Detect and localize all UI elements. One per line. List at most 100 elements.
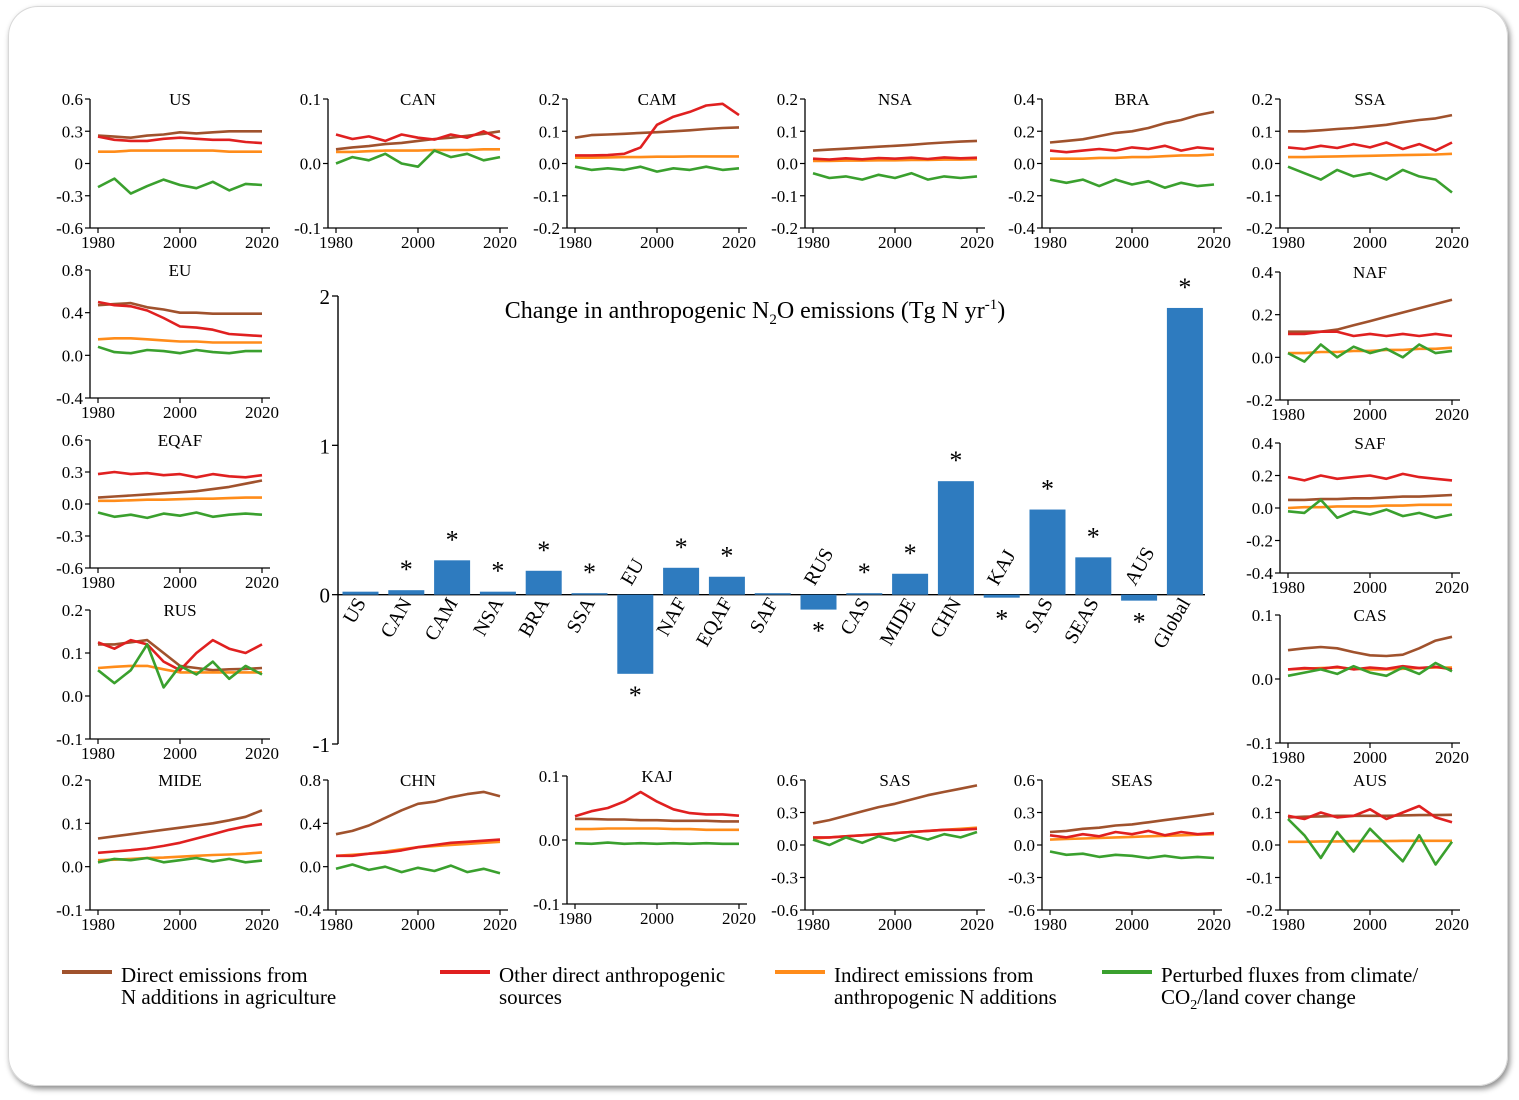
panel-nsa-xtick-label: 2020 [960, 233, 994, 252]
category-label-naf: NAF [652, 594, 691, 640]
panel-saf-xtick-label: 2000 [1353, 578, 1387, 597]
panel-sas-xtick-label: 2000 [878, 915, 912, 934]
panel-rus-ytick-label: 0.0 [62, 687, 83, 706]
panel-can-line-indirect [336, 148, 500, 154]
panel-aus-xtick-label: 1980 [1271, 915, 1305, 934]
panel-bra-ytick-label: 0.4 [1014, 90, 1036, 109]
significance-marker-global: * [1178, 273, 1191, 302]
panel-kaj-line-perturbed [574, 841, 739, 846]
panel-naf-title: NAF [1353, 263, 1387, 282]
panel-cam-title: CAM [638, 90, 677, 109]
panel-mide-ytick-label: 0.2 [62, 771, 83, 790]
panel-aus-ytick-label: 0.1 [1252, 804, 1273, 823]
significance-marker-sas: * [1041, 475, 1054, 504]
panel-aus-ytick-label: -0.1 [1246, 869, 1273, 888]
panel-naf-line-perturbed [1287, 343, 1453, 363]
legend: Direct emissions from N additions in agr… [62, 963, 1418, 1013]
panel-rus-line-indirect [97, 664, 262, 674]
panel-nsa-ytick-label: -0.1 [771, 187, 798, 206]
panel-mide-xtick-label: 1980 [81, 915, 115, 934]
panel-eqaf-line-direct-agri [97, 479, 263, 499]
panel-nsa-xtick-label: 2000 [878, 233, 912, 252]
panel-saf-ytick-label: -0.4 [1246, 564, 1273, 583]
panel-can-xtick-label: 2000 [401, 233, 435, 252]
legend-label-indirect-1: Indirect emissions from [834, 963, 1033, 987]
panel-saf-line-indirect [1287, 503, 1452, 510]
panel-kaj-xtick-label: 2020 [722, 909, 756, 928]
panel-rus-ytick-label: 0.1 [62, 644, 83, 663]
panel-saf-ytick-label: 0.2 [1252, 467, 1273, 486]
panel-bra-line-indirect [1050, 153, 1215, 160]
panel-cas-title: CAS [1353, 606, 1386, 625]
bar-global [1166, 307, 1203, 595]
panel-bra-xtick-label: 1980 [1033, 233, 1067, 252]
panel-eu-title: EU [169, 261, 192, 280]
panel-mide-line-direct-agri [97, 809, 263, 840]
significance-marker-eqaf: * [720, 542, 733, 571]
panel-rus-ytick-label: -0.1 [56, 730, 83, 749]
main-ytick-label: -1 [313, 733, 331, 757]
panel-eu-ytick-label: -0.4 [56, 389, 83, 408]
legend-label-other-direct-1: Other direct anthropogenic [499, 963, 725, 987]
panel-seas-ytick-label: 0.0 [1014, 836, 1035, 855]
panel-us-xtick-label: 1980 [81, 233, 115, 252]
category-label-global: Global [1149, 594, 1195, 653]
panel-naf-ytick-label: 0.4 [1252, 263, 1274, 282]
panel-us-title: US [169, 90, 191, 109]
panel-cam-line-indirect [575, 155, 739, 159]
panel-bra-ytick-label: -0.4 [1008, 219, 1035, 238]
panel-mide-ytick-label: -0.1 [56, 901, 83, 920]
panel-eqaf-ytick-label: -0.3 [56, 527, 83, 546]
panel-aus-ytick-label: -0.2 [1246, 901, 1273, 920]
panel-eqaf-xtick-label: 2020 [245, 573, 279, 592]
panel-sas-ytick-label: -0.6 [771, 901, 798, 920]
bar-kaj [983, 594, 1020, 598]
significance-marker-naf: * [675, 533, 688, 562]
panel-sas-title: SAS [879, 771, 910, 790]
panel-chn-line-other-direct [336, 838, 501, 858]
panel-sas-ytick-label: -0.3 [771, 869, 798, 888]
bar-bra [525, 570, 562, 595]
panel-nsa-line-direct-agri [812, 139, 978, 152]
panel-saf-ytick-label: 0.0 [1252, 499, 1273, 518]
panel-aus-ytick-label: 0.2 [1252, 771, 1273, 790]
panel-eqaf-xtick-label: 1980 [81, 573, 115, 592]
panel-mide-xtick-label: 2000 [163, 915, 197, 934]
category-label-bra: BRA [514, 594, 554, 641]
significance-marker-chn: * [949, 446, 962, 475]
panel-can-line-perturbed [335, 149, 501, 168]
title-subscript: 2 [769, 312, 777, 328]
panel-ssa-line-direct-agri [1288, 113, 1453, 133]
panel-nsa-line-indirect [813, 158, 978, 163]
panel-eu-line-other-direct [97, 300, 263, 338]
significance-marker-kaj: * [995, 605, 1008, 634]
bar-cam [434, 560, 471, 595]
panel-cam-line-direct-agri [574, 126, 740, 139]
significance-marker-nsa: * [491, 557, 504, 586]
panel-cas-ytick-label: 0.0 [1252, 670, 1273, 689]
panel-saf-title: SAF [1354, 434, 1385, 453]
panel-naf-ytick-label: 0.2 [1252, 306, 1273, 325]
panel-can-ytick-label: -0.1 [294, 219, 321, 238]
panel-us-ytick-label: 0.6 [62, 90, 83, 109]
panel-ssa-xtick-label: 2000 [1353, 233, 1387, 252]
panel-eqaf-xtick-label: 2000 [163, 573, 197, 592]
panel-kaj-ytick-label: 0.0 [539, 831, 560, 850]
panel-seas-line-other-direct [1049, 829, 1215, 839]
panel-sas-xtick-label: 1980 [796, 915, 830, 934]
panel-ssa-line-indirect [1288, 152, 1453, 159]
panel-cam-ytick-label: -0.1 [533, 187, 560, 206]
category-label-seas: SEAS [1060, 594, 1104, 647]
panel-kaj-xtick-label: 2000 [640, 909, 674, 928]
panel-saf-line-other-direct [1287, 472, 1453, 482]
panel-nsa-line-other-direct [812, 156, 978, 161]
panel-eqaf-line-other-direct [97, 470, 263, 479]
panel-bra-line-other-direct [1049, 144, 1215, 154]
bar-cas [846, 593, 883, 595]
